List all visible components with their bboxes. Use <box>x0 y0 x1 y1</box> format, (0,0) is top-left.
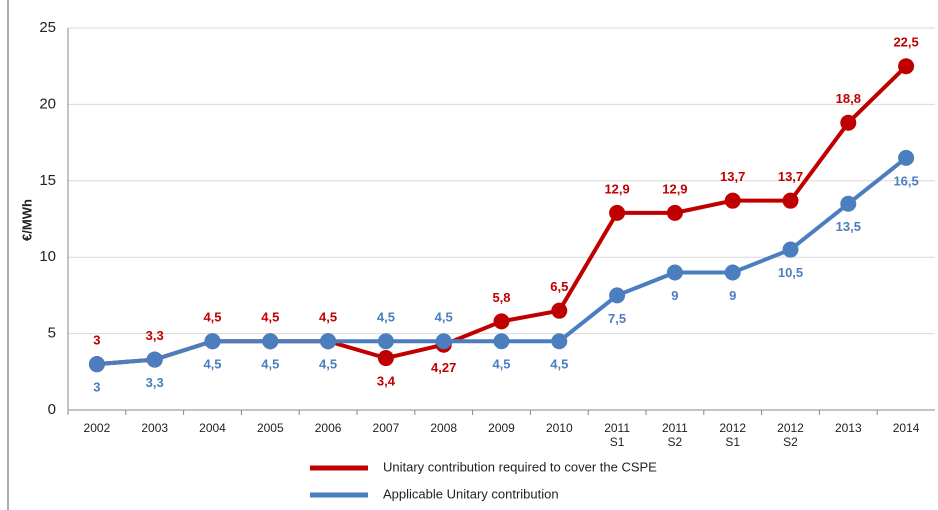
data-point <box>551 302 568 319</box>
x-tick-label: 2002 <box>84 421 111 435</box>
data-label: 3 <box>93 333 100 348</box>
data-point <box>204 333 221 350</box>
data-point <box>551 333 568 350</box>
y-axis-label: €/MWh <box>19 199 34 241</box>
data-point <box>666 264 683 281</box>
data-point <box>840 114 857 131</box>
data-label: 12,9 <box>662 181 687 196</box>
y-tick-label: 15 <box>39 172 56 189</box>
data-label: 4,5 <box>550 357 568 372</box>
data-point <box>782 192 799 209</box>
y-tick-label: 0 <box>48 401 56 418</box>
x-tick-label: 2009 <box>488 421 515 435</box>
x-tick-label: 2008 <box>430 421 457 435</box>
data-label: 5,8 <box>492 290 510 305</box>
data-label: 4,5 <box>492 357 510 372</box>
data-point <box>88 356 105 373</box>
data-point <box>724 264 741 281</box>
data-point <box>666 204 683 221</box>
x-tick-label: 2005 <box>257 421 284 435</box>
data-label: 13,7 <box>720 169 745 184</box>
data-point <box>262 333 279 350</box>
data-label: 4,5 <box>203 310 221 325</box>
data-label: 18,8 <box>836 91 861 106</box>
x-tick-label: 2007 <box>373 421 400 435</box>
data-label: 3,4 <box>377 373 396 388</box>
data-point <box>898 58 915 75</box>
data-label: 12,9 <box>604 181 629 196</box>
data-label: 4,5 <box>319 357 337 372</box>
x-tick-label: 2011 S1 <box>604 421 630 449</box>
data-point <box>898 149 915 166</box>
x-tick-label: 2006 <box>315 421 342 435</box>
data-label: 4,5 <box>203 357 221 372</box>
data-label: 6,5 <box>550 279 568 294</box>
data-point <box>146 351 163 368</box>
x-tick-label: 2011 S2 <box>662 421 688 449</box>
y-tick-label: 25 <box>39 19 56 36</box>
x-tick-label: 2013 <box>835 421 862 435</box>
y-tick-label: 10 <box>39 248 56 265</box>
x-tick-label: 2014 <box>893 421 920 435</box>
data-point <box>435 333 452 350</box>
data-label: 13,5 <box>836 219 861 234</box>
data-label: 3,3 <box>146 375 164 390</box>
x-tick-label: 2010 <box>546 421 573 435</box>
data-label: 3 <box>93 380 100 395</box>
data-point <box>609 204 626 221</box>
x-tick-label: 2012 S1 <box>719 421 746 449</box>
legend-label: Applicable Unitary contribution <box>383 486 559 501</box>
data-point <box>724 192 741 209</box>
data-label: 9 <box>671 288 678 303</box>
data-point <box>782 241 799 258</box>
data-label: 22,5 <box>893 35 918 50</box>
data-label: 4,27 <box>431 360 456 375</box>
data-point <box>493 333 510 350</box>
x-tick-label: 2003 <box>141 421 168 435</box>
legend-label: Unitary contribution required to cover t… <box>383 459 657 474</box>
data-label: 13,7 <box>778 169 803 184</box>
data-point <box>840 195 857 212</box>
data-label: 4,5 <box>261 357 279 372</box>
x-tick-label: 2004 <box>199 421 226 435</box>
data-point <box>320 333 337 350</box>
data-point <box>377 350 394 367</box>
data-label: 7,5 <box>608 311 626 326</box>
y-tick-label: 20 <box>39 95 56 112</box>
data-point <box>493 313 510 330</box>
data-label: 16,5 <box>893 173 918 188</box>
data-label: 4,5 <box>319 310 337 325</box>
data-label: 4,5 <box>377 310 395 325</box>
data-label: 3,3 <box>146 328 164 343</box>
y-tick-label: 5 <box>48 325 56 342</box>
x-tick-label: 2012 S2 <box>777 421 804 449</box>
data-point <box>377 333 394 350</box>
data-point <box>609 287 626 304</box>
data-label: 4,5 <box>435 310 453 325</box>
data-label: 10,5 <box>778 265 803 280</box>
data-label: 4,5 <box>261 310 279 325</box>
data-label: 9 <box>729 288 736 303</box>
